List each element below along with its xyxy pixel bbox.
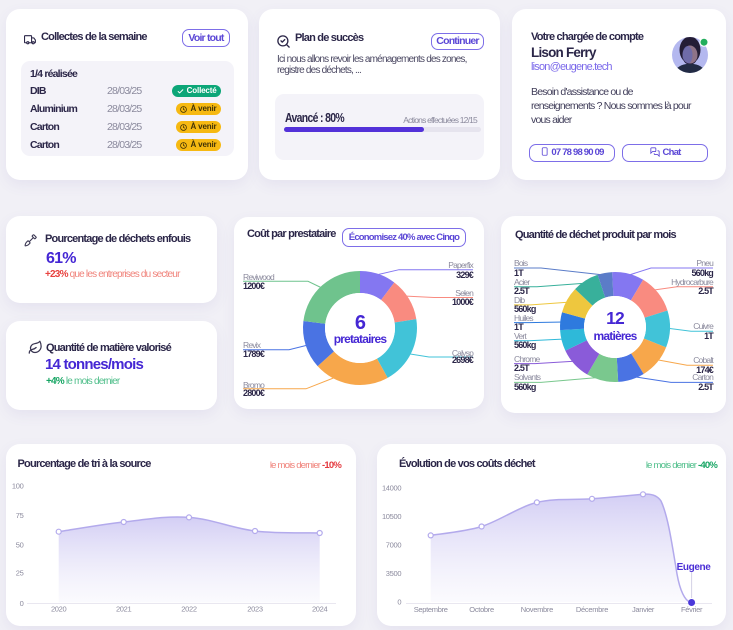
svg-text:14000: 14000 bbox=[382, 483, 401, 492]
svg-text:2020: 2020 bbox=[51, 604, 67, 613]
svg-text:Octobre: Octobre bbox=[469, 605, 494, 614]
svg-text:25: 25 bbox=[16, 568, 24, 577]
svg-text:0: 0 bbox=[397, 597, 401, 606]
svg-text:0: 0 bbox=[20, 599, 24, 608]
svg-text:3500: 3500 bbox=[386, 569, 402, 578]
svg-text:Janvier: Janvier bbox=[632, 605, 655, 614]
svg-text:75: 75 bbox=[16, 511, 24, 520]
svg-text:Eugene: Eugene bbox=[677, 562, 712, 573]
svg-text:7000: 7000 bbox=[386, 540, 402, 549]
svg-text:Novembre: Novembre bbox=[521, 605, 553, 614]
svg-text:Septembre: Septembre bbox=[414, 605, 448, 614]
svg-text:100: 100 bbox=[12, 481, 24, 490]
svg-text:10500: 10500 bbox=[382, 512, 401, 521]
svg-text:Février: Février bbox=[681, 605, 703, 614]
svg-text:2024: 2024 bbox=[312, 604, 328, 613]
svg-text:50: 50 bbox=[16, 541, 24, 550]
svg-text:2022: 2022 bbox=[181, 604, 197, 613]
svg-text:2021: 2021 bbox=[116, 604, 132, 613]
svg-text:2023: 2023 bbox=[247, 604, 263, 613]
svg-text:Décembre: Décembre bbox=[576, 605, 608, 614]
